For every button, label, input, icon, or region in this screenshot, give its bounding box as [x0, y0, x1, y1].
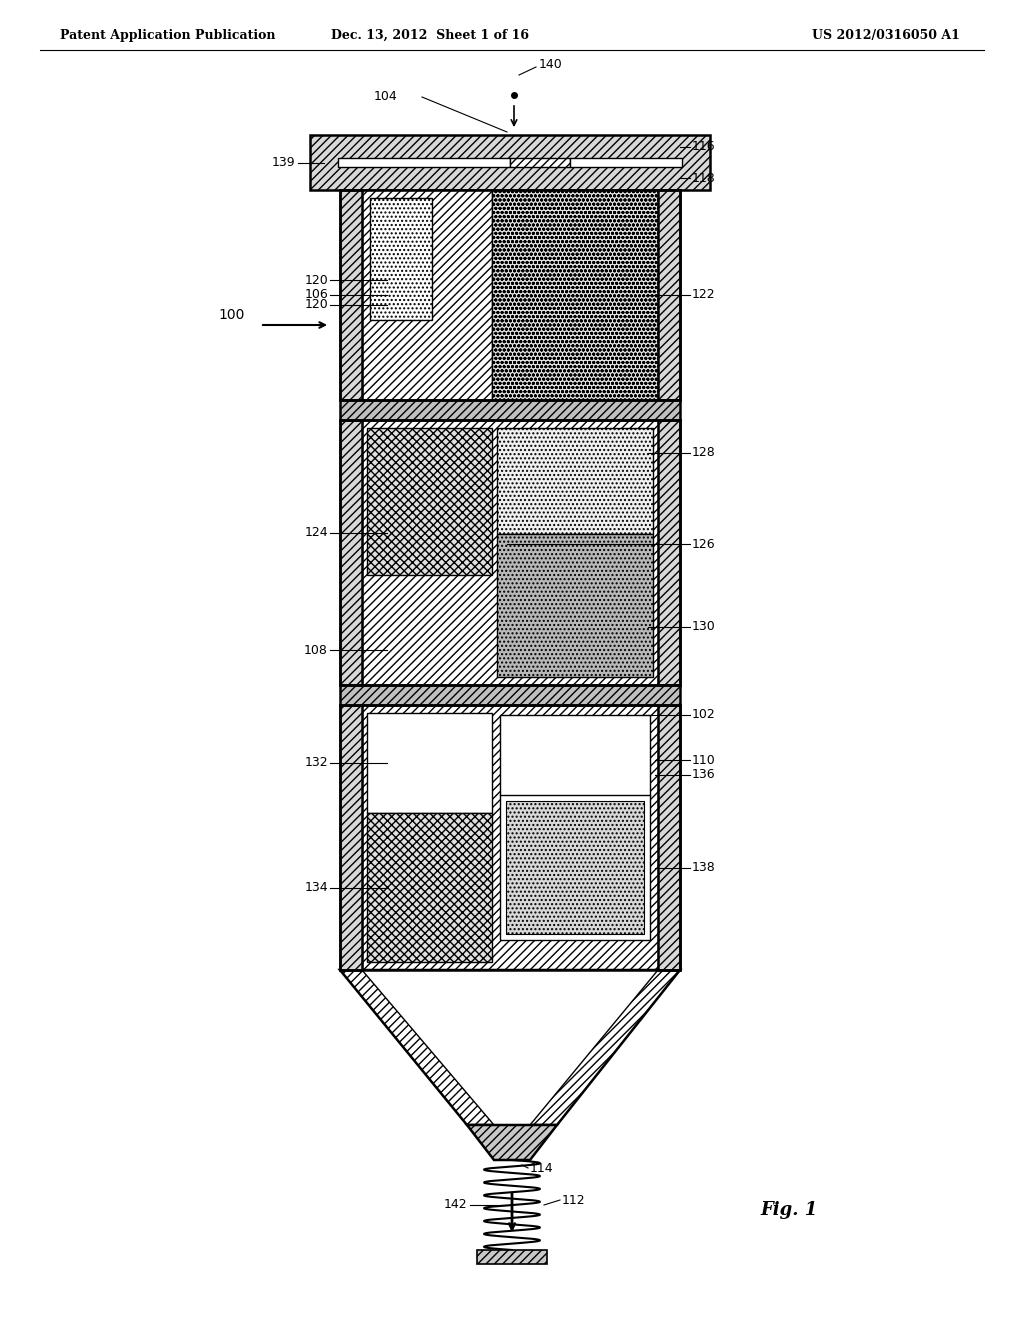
Bar: [340, 705, 362, 970]
Bar: [340, 420, 680, 685]
Text: 122: 122: [692, 289, 716, 301]
Bar: [510, 158, 570, 168]
Polygon shape: [340, 970, 680, 1125]
Bar: [497, 535, 653, 677]
Bar: [500, 715, 650, 940]
Bar: [367, 713, 492, 813]
Text: 114: 114: [530, 1162, 554, 1175]
Bar: [506, 801, 644, 935]
Bar: [362, 420, 658, 685]
Text: 142: 142: [443, 1199, 467, 1212]
Text: 126: 126: [692, 537, 716, 550]
Text: 108: 108: [304, 644, 328, 656]
Bar: [340, 420, 362, 685]
Bar: [367, 428, 492, 576]
Text: 134: 134: [304, 880, 328, 894]
Text: US 2012/0316050 A1: US 2012/0316050 A1: [812, 29, 961, 41]
Text: Fig. 1: Fig. 1: [760, 1201, 817, 1218]
Bar: [338, 158, 510, 168]
Bar: [340, 685, 680, 705]
Text: 120: 120: [304, 298, 328, 312]
Bar: [367, 813, 492, 962]
Text: 112: 112: [562, 1193, 586, 1206]
Text: 128: 128: [692, 446, 716, 459]
Text: 106: 106: [304, 289, 328, 301]
Text: 120: 120: [304, 273, 328, 286]
Text: 116: 116: [692, 140, 716, 153]
Bar: [658, 420, 680, 685]
Bar: [340, 190, 680, 400]
Bar: [497, 428, 653, 535]
Polygon shape: [467, 1125, 557, 1160]
Text: 118: 118: [692, 172, 716, 185]
Text: 132: 132: [304, 756, 328, 770]
Bar: [340, 190, 362, 400]
Text: 138: 138: [692, 861, 716, 874]
Text: 102: 102: [692, 709, 716, 722]
Bar: [658, 190, 680, 400]
Text: 110: 110: [692, 754, 716, 767]
Bar: [340, 705, 680, 970]
Text: Patent Application Publication: Patent Application Publication: [60, 29, 275, 41]
Bar: [477, 1250, 547, 1265]
Text: 136: 136: [692, 768, 716, 781]
Bar: [362, 190, 492, 400]
Text: 130: 130: [692, 620, 716, 634]
Text: 139: 139: [271, 156, 295, 169]
Text: 124: 124: [304, 525, 328, 539]
Text: Dec. 13, 2012  Sheet 1 of 16: Dec. 13, 2012 Sheet 1 of 16: [331, 29, 529, 41]
Bar: [570, 158, 682, 168]
Text: 104: 104: [374, 91, 397, 103]
Bar: [310, 135, 710, 190]
Bar: [362, 705, 658, 970]
Bar: [492, 190, 658, 400]
Bar: [370, 198, 432, 319]
Text: 100: 100: [219, 308, 245, 322]
Bar: [310, 135, 710, 190]
Bar: [658, 705, 680, 970]
Text: 140: 140: [539, 58, 563, 71]
Bar: [340, 400, 680, 420]
Polygon shape: [362, 970, 658, 1125]
